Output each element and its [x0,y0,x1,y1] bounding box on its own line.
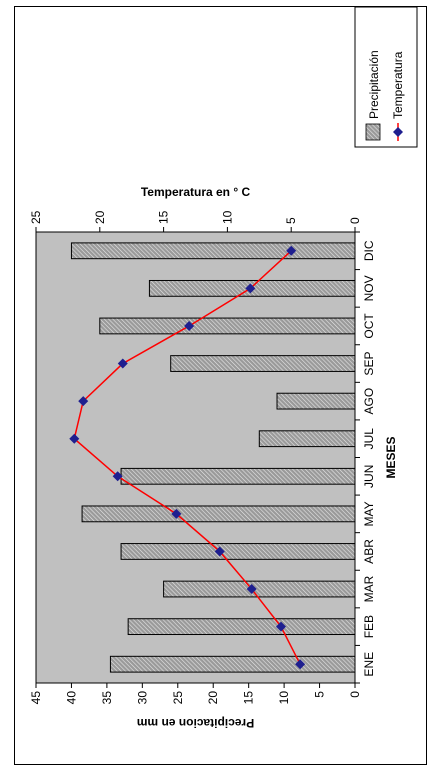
x-tick-label: MAR [362,575,376,602]
y-tick-label: 10 [277,691,291,705]
legend-label-temperature: Temperatura [391,51,405,119]
x-tick-label: NOV [362,275,376,301]
bar-may [81,505,356,523]
bar-mar [163,580,356,598]
y-tick-label: 45 [29,691,43,705]
x-tick-label: ABR [362,539,376,564]
legend-box [354,6,418,148]
legend-label-precipitation: Precipitación [367,50,381,119]
x-tick-label: DIC [362,240,376,261]
temperature-line [73,250,301,665]
chart-root: 0 5 10 15 20 25 30 35 40 45 0 5 10 15 20 25 ENE FEB MAR ABR… [29,6,418,730]
y-axis-title: Precipitacion en mm [137,716,254,730]
y2-tick-label: 25 [29,210,43,224]
marker-jun [112,471,123,482]
legend: Precipitación Temperatura [354,6,418,148]
legend-marker-temperature [393,127,403,137]
bar-oct [99,317,356,335]
x-tick-label: AGO [362,388,376,415]
legend-swatch-precipitation [365,123,381,141]
bar-ago [276,392,356,410]
bar-dic [70,242,356,260]
bar-jul [258,430,356,448]
bar-feb [127,618,356,636]
bar-sep [170,355,356,372]
x-tick-label: JUL [362,428,376,450]
y2-tick-label: 15 [157,210,171,224]
x-axis-title: MESES [384,436,398,478]
y-tick-label: 40 [64,691,78,705]
y2-tick-label: 10 [220,210,234,224]
x-tick-label: SEP [362,352,376,376]
x-tick-label: JUN [362,465,376,488]
x-tick-label: FEB [362,615,376,638]
tick-labels: 0 5 10 15 20 25 30 35 40 45 0 5 10 15 20 25 ENE FEB MAR ABR… [29,210,376,704]
y2-tick-label: 0 [348,217,362,224]
y-tick-label: 25 [171,691,185,705]
y2-axis-title: Temperatura en ° C [141,185,251,199]
marker-feb [275,621,286,632]
y-tick-label: 5 [313,691,327,698]
bar-abr [120,543,356,560]
y-tick-label: 30 [135,691,149,705]
plot-area [35,231,356,684]
x-tick-label: ENE [362,652,376,677]
bar-ene [109,655,356,673]
x-tick-label: OCT [362,313,376,339]
marker-dic [286,245,297,256]
marker-oct [184,320,195,331]
y-tick-label: 0 [348,691,362,698]
y2-tick-label: 5 [284,217,298,224]
x-tick-label: MAY [362,501,376,526]
bar-jun [120,467,356,485]
y2-tick-label: 20 [93,210,107,224]
y-tick-label: 15 [242,691,256,705]
y-tick-label: 20 [206,691,220,705]
y-tick-label: 35 [100,691,114,705]
marker-may [171,508,182,519]
marker-jul [69,433,80,444]
precipitation-bars [70,242,356,673]
marker-sep [117,358,128,369]
marker-nov [245,283,256,294]
marker-ago [78,396,89,407]
axes [35,227,360,688]
